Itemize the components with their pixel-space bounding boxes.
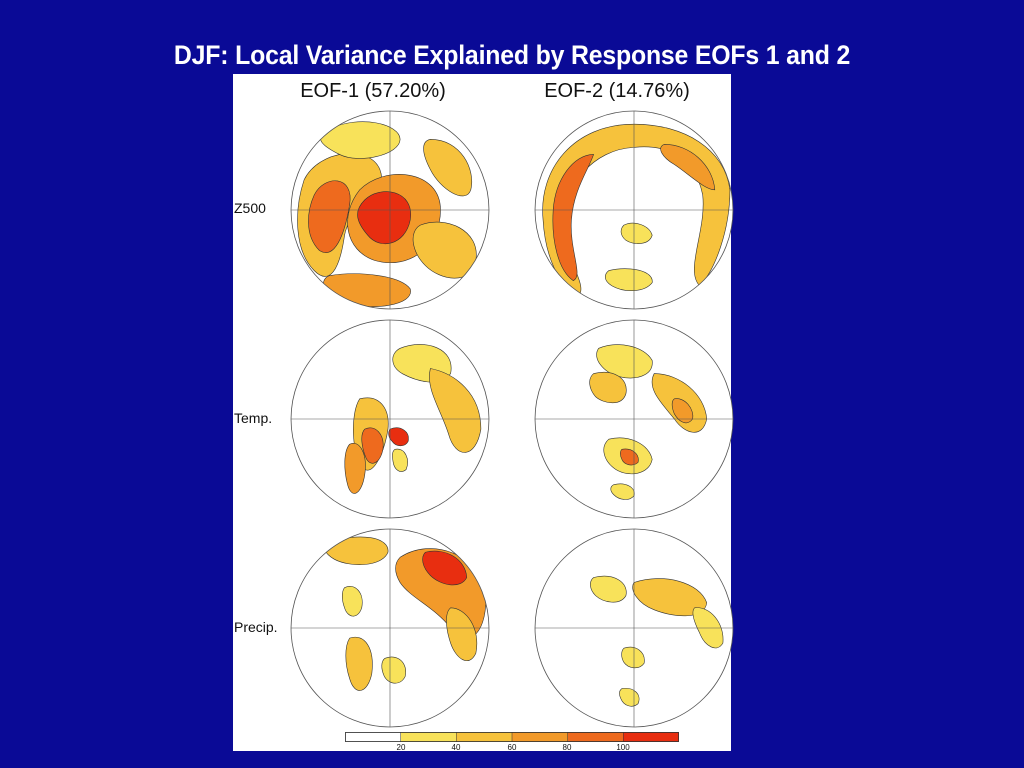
- colorbar-segment: [511, 732, 569, 742]
- colorbar-segment: [456, 732, 513, 742]
- colorbar-segment: [345, 732, 402, 742]
- map-temp-eof2: [534, 319, 734, 519]
- colorbar-segment: [623, 732, 679, 742]
- map-temp-eof1: [290, 319, 490, 519]
- row-label-precip: Precip.: [234, 619, 278, 635]
- colorbar-segment: [400, 732, 458, 742]
- row-label-z500: Z500: [234, 200, 266, 216]
- map-z500-eof2: [534, 110, 734, 310]
- eof-figure-panel: EOF-1 (57.20%) EOF-2 (14.76%) Z500 Temp.…: [233, 74, 734, 752]
- map-z500-eof1: [290, 110, 490, 310]
- colorbar-tick-60: 60: [507, 743, 517, 752]
- colorbar: [345, 732, 679, 742]
- colorbar-tick-40: 40: [451, 743, 461, 752]
- map-precip-eof1: [290, 528, 490, 728]
- colorbar-tick-80: 80: [562, 743, 572, 752]
- column-title-eof2: EOF-2 (14.76%): [544, 80, 690, 102]
- colorbar-tick-100: 100: [616, 743, 630, 752]
- row-label-temp: Temp.: [234, 410, 273, 426]
- colorbar-tick-20: 20: [396, 743, 406, 752]
- column-title-eof1: EOF-1 (57.20%): [300, 80, 446, 102]
- slide-title: DJF: Local Variance Explained by Respons…: [173, 40, 851, 70]
- colorbar-segment: [567, 732, 625, 742]
- map-precip-eof2: [534, 528, 734, 728]
